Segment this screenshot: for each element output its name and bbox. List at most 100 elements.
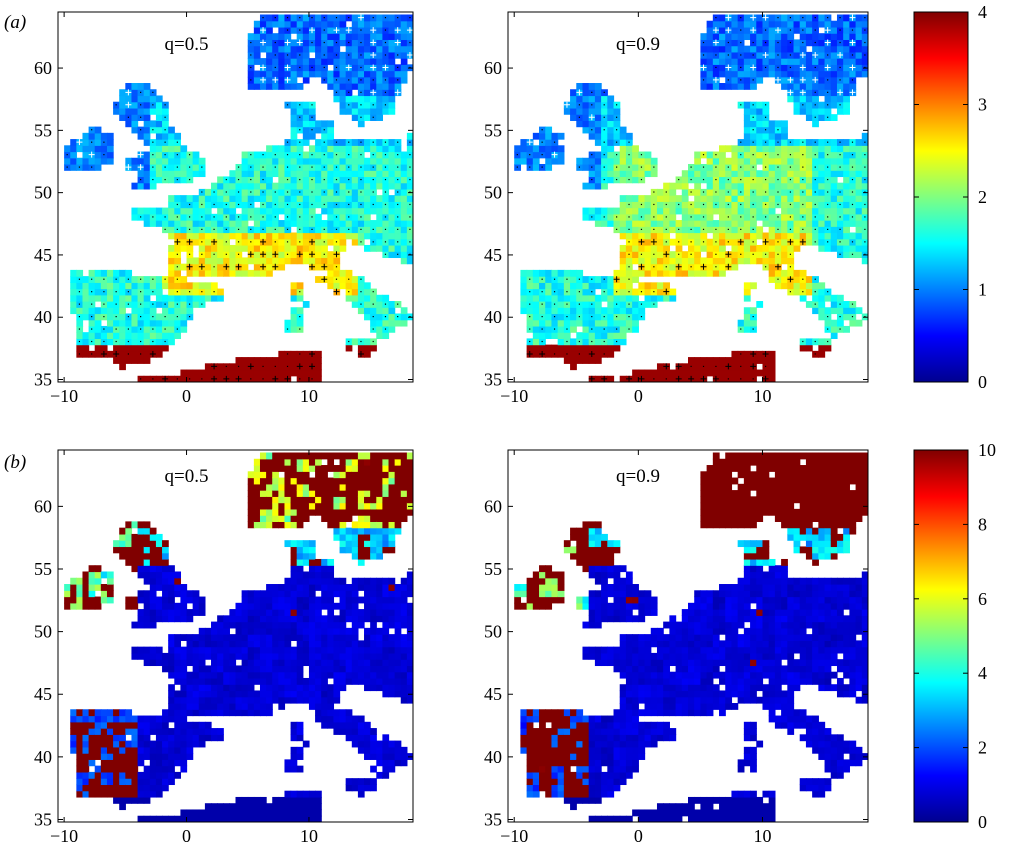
map-cell: [119, 759, 126, 767]
significance-dot: [827, 203, 829, 206]
map-cell: [131, 540, 139, 548]
significance-dot: [78, 278, 81, 280]
map-cell: [106, 596, 114, 604]
map-cell: [382, 83, 390, 90]
map-cell: [582, 350, 590, 358]
map-cell: [131, 95, 139, 103]
significance-plus-white: [725, 64, 732, 71]
map-cell: [106, 145, 114, 153]
significance-dot: [409, 241, 411, 243]
significance-dot: [164, 166, 166, 168]
significance-plus: [223, 263, 230, 270]
map-cell: [406, 257, 413, 265]
significance-dot: [640, 203, 643, 206]
map-cell: [168, 220, 175, 227]
significance-dot: [384, 216, 387, 218]
map-cell: [247, 232, 255, 240]
significance-plus-white: [712, 27, 719, 34]
map-cell: [830, 39, 838, 47]
map-cell: [570, 313, 577, 321]
map-cell: [137, 527, 145, 535]
significance-dot: [727, 178, 729, 181]
map-cell: [625, 145, 633, 153]
map-cell: [296, 244, 304, 252]
map-cell: [198, 369, 206, 377]
map-cell: [632, 220, 639, 227]
map-cell: [149, 728, 157, 735]
map-cell: [830, 201, 838, 209]
map-cell: [76, 282, 84, 290]
map-cell: [520, 282, 528, 290]
map-cell: [370, 20, 377, 28]
map-cell: [125, 552, 133, 560]
map-cell: [229, 363, 237, 371]
significance-dot: [140, 278, 142, 280]
map-cell: [743, 182, 751, 190]
map-cell: [241, 170, 249, 178]
map-cell: [768, 51, 776, 59]
map-cell: [400, 20, 408, 28]
map-cell: [812, 70, 819, 78]
map-cell: [223, 646, 230, 654]
map-cell: [70, 282, 77, 290]
map-cell: [149, 571, 157, 579]
map-cell: [737, 357, 745, 364]
map-cell: [106, 584, 114, 591]
map-cell: [731, 176, 739, 184]
significance-dot: [311, 191, 313, 193]
map-cell: [284, 20, 292, 28]
map-cell: [681, 369, 689, 377]
map-cell: [174, 207, 182, 215]
significance-dot: [323, 141, 325, 143]
map-cell: [582, 95, 590, 103]
map-cell: [229, 375, 237, 382]
map-cell: [812, 33, 819, 41]
significance-dot: [360, 66, 362, 69]
map-cell: [82, 139, 90, 146]
map-cell: [756, 357, 764, 364]
map-cell: [204, 703, 212, 710]
significance-dot: [752, 116, 754, 118]
map-cell: [774, 120, 782, 128]
map-cell: [694, 226, 702, 234]
map-cell: [632, 276, 639, 283]
map-cell: [119, 746, 126, 754]
map-cell: [308, 70, 316, 78]
map-cell: [302, 151, 310, 159]
map-cell: [266, 263, 273, 271]
map-cell: [719, 357, 726, 364]
map-cell: [750, 33, 757, 41]
map-cell: [743, 357, 751, 364]
map-cell: [278, 369, 286, 377]
map-cell: [168, 282, 175, 290]
map-cell: [339, 89, 347, 97]
map-cell: [204, 207, 212, 215]
map-cell: [818, 232, 826, 240]
map-cell: [253, 170, 261, 178]
significance-dot: [323, 203, 325, 206]
map-cell: [644, 157, 652, 165]
map-cell: [315, 369, 322, 377]
map-cell: [830, 319, 838, 327]
map-cell: [805, 220, 813, 227]
map-cell: [607, 350, 615, 358]
significance-dot: [409, 203, 411, 206]
map-cell: [351, 45, 359, 53]
significance-dot: [311, 203, 313, 206]
map-cell: [607, 163, 615, 171]
map-cell: [619, 163, 627, 171]
map-cell: [743, 251, 751, 259]
map-cell: [131, 83, 139, 90]
map-cell: [308, 58, 316, 65]
map-cell: [818, 64, 826, 72]
map-cell: [198, 684, 206, 692]
significance-dot: [727, 79, 729, 81]
map-cell: [712, 45, 720, 53]
map-cell: [266, 363, 273, 371]
map-cell: [843, 64, 850, 72]
map-cell: [168, 690, 175, 698]
map-cell: [272, 157, 279, 165]
map-cell: [284, 182, 292, 190]
map-cell: [613, 120, 621, 128]
map-cell: [582, 83, 590, 90]
